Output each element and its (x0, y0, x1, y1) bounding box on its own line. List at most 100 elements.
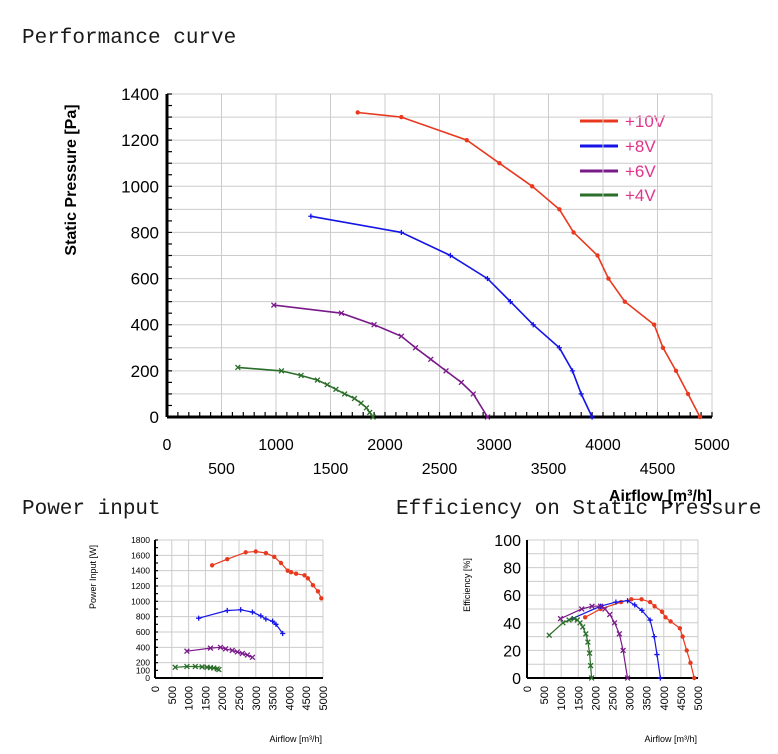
efficiency-point-8v (613, 599, 619, 605)
performance-point-4v (341, 391, 348, 397)
efficiency-xlabel: Airflow [m³/h] (644, 734, 697, 744)
efficiency-point-10v (659, 609, 665, 614)
power-point-10v (288, 570, 294, 575)
efficiency-series-4v (548, 618, 593, 679)
efficiency-x-tick-label: 5000 (693, 686, 705, 710)
power-point-6v (184, 648, 190, 655)
efficiency-point-10v (663, 615, 668, 620)
performance-point-10v (355, 110, 360, 115)
power-point-6v (229, 647, 236, 654)
power-point-8v (280, 630, 286, 637)
performance-point-6v (427, 356, 434, 363)
performance-point-10v (622, 299, 627, 304)
performance-point-6v (371, 321, 377, 328)
efficiency-x-tick-label: 1500 (573, 686, 585, 710)
efficiency-point-8v (654, 651, 660, 658)
power-y-tick-label: 1200 (131, 581, 150, 591)
main-y-tick-label: 0 (150, 408, 159, 427)
performance-point-10v (497, 161, 502, 166)
power-x-tick-label: 3000 (251, 686, 263, 710)
performance-point-10v (557, 207, 562, 212)
efficiency-point-10v (668, 619, 673, 624)
performance-point-10v (652, 322, 657, 327)
power-point-10v (293, 571, 299, 576)
main-x-tick-label: 0 (163, 437, 172, 454)
performance-series-8v (310, 215, 593, 418)
efficiency-point-6v (611, 619, 618, 626)
power-y-tick-label: 800 (136, 612, 150, 622)
main-y-tick-label: 400 (131, 316, 159, 335)
performance-series-6v (273, 304, 489, 418)
power-point-8v (249, 609, 256, 615)
main-x-tick-label: 4000 (585, 437, 621, 454)
performance-point-8v (308, 213, 314, 219)
power-point-6v (207, 645, 214, 651)
performance-point-4v (234, 364, 241, 371)
power-point-10v (253, 549, 258, 554)
power-point-4v (184, 663, 190, 670)
power-point-10v (315, 589, 321, 594)
efficiency-point-10v (684, 648, 689, 653)
power-point-6v (239, 650, 246, 657)
efficiency-y-tick-label: 20 (503, 643, 521, 660)
efficiency-point-10v (629, 597, 634, 602)
power-point-8v (196, 615, 202, 621)
power-point-6v (217, 644, 224, 651)
performance-point-10v (529, 184, 535, 189)
power-y-tick-label: 1000 (131, 596, 150, 606)
performance-point-10v (595, 253, 600, 258)
performance-point-6v (458, 379, 465, 386)
legend-label-6v: +6V (625, 162, 656, 181)
performance-point-8v (484, 275, 491, 282)
power-y-tick-label: 600 (136, 627, 150, 637)
power-point-10v (225, 556, 230, 562)
power-x-tick-label: 2000 (217, 686, 229, 710)
performance-point-8v (507, 299, 513, 305)
performance-point-4v (333, 386, 339, 393)
efficiency-point-4v (571, 615, 578, 622)
efficiency-x-tick-label: 2500 (608, 686, 620, 710)
efficiency-point-10v (639, 597, 644, 602)
performance-point-6v (412, 344, 419, 351)
efficiency-point-8v (624, 598, 631, 604)
efficiency-point-6v (589, 603, 595, 610)
performance-point-4v (363, 404, 370, 411)
performance-point-6v (470, 391, 477, 397)
power-input-heading: Power input (22, 498, 161, 521)
efficiency-point-6v (602, 606, 608, 612)
legend: +10V +8V +6V +4V (580, 112, 666, 205)
main-y-tick-label: 1400 (121, 85, 159, 104)
main-x-tick-label: 3000 (476, 437, 512, 454)
power-point-4v (199, 664, 205, 670)
power-point-10v (305, 576, 311, 581)
efficiency-point-10v (652, 604, 657, 609)
efficiency-series-6v (560, 605, 629, 679)
performance-point-8v (569, 368, 576, 374)
main-x-tick-label: 1500 (313, 461, 349, 478)
performance-point-10v (464, 137, 469, 143)
main-y-tick-label: 600 (131, 270, 159, 289)
efficiency-point-6v (616, 630, 623, 637)
power-point-8v (238, 607, 244, 613)
legend-label-8v: +8V (625, 137, 656, 156)
performance-point-4v (358, 400, 364, 407)
efficiency-y-tick-label: 80 (503, 561, 521, 578)
performance-point-4v (278, 367, 285, 374)
performance-point-8v (530, 322, 536, 328)
efficiency-point-6v (597, 603, 604, 610)
efficiency-point-8v (657, 675, 663, 681)
efficiency-x-tick-label: 500 (539, 686, 551, 704)
performance-point-4v (324, 381, 331, 388)
efficiency-point-4v (560, 619, 566, 626)
efficiency-series-10v (584, 598, 695, 679)
power-point-10v (285, 568, 290, 573)
efficiency-series-8v (571, 600, 661, 679)
performance-point-6v (270, 302, 277, 308)
main-y-tick-label: 800 (131, 223, 159, 242)
efficiency-x-tick-label: 4500 (676, 686, 688, 710)
efficiency-x-tick-label: 0 (522, 686, 534, 692)
efficiency-point-8v (639, 607, 645, 613)
efficiency-point-4v (577, 619, 583, 626)
power-ylabel: Power Input [W] (88, 545, 98, 609)
efficiency-point-10v (692, 675, 697, 681)
